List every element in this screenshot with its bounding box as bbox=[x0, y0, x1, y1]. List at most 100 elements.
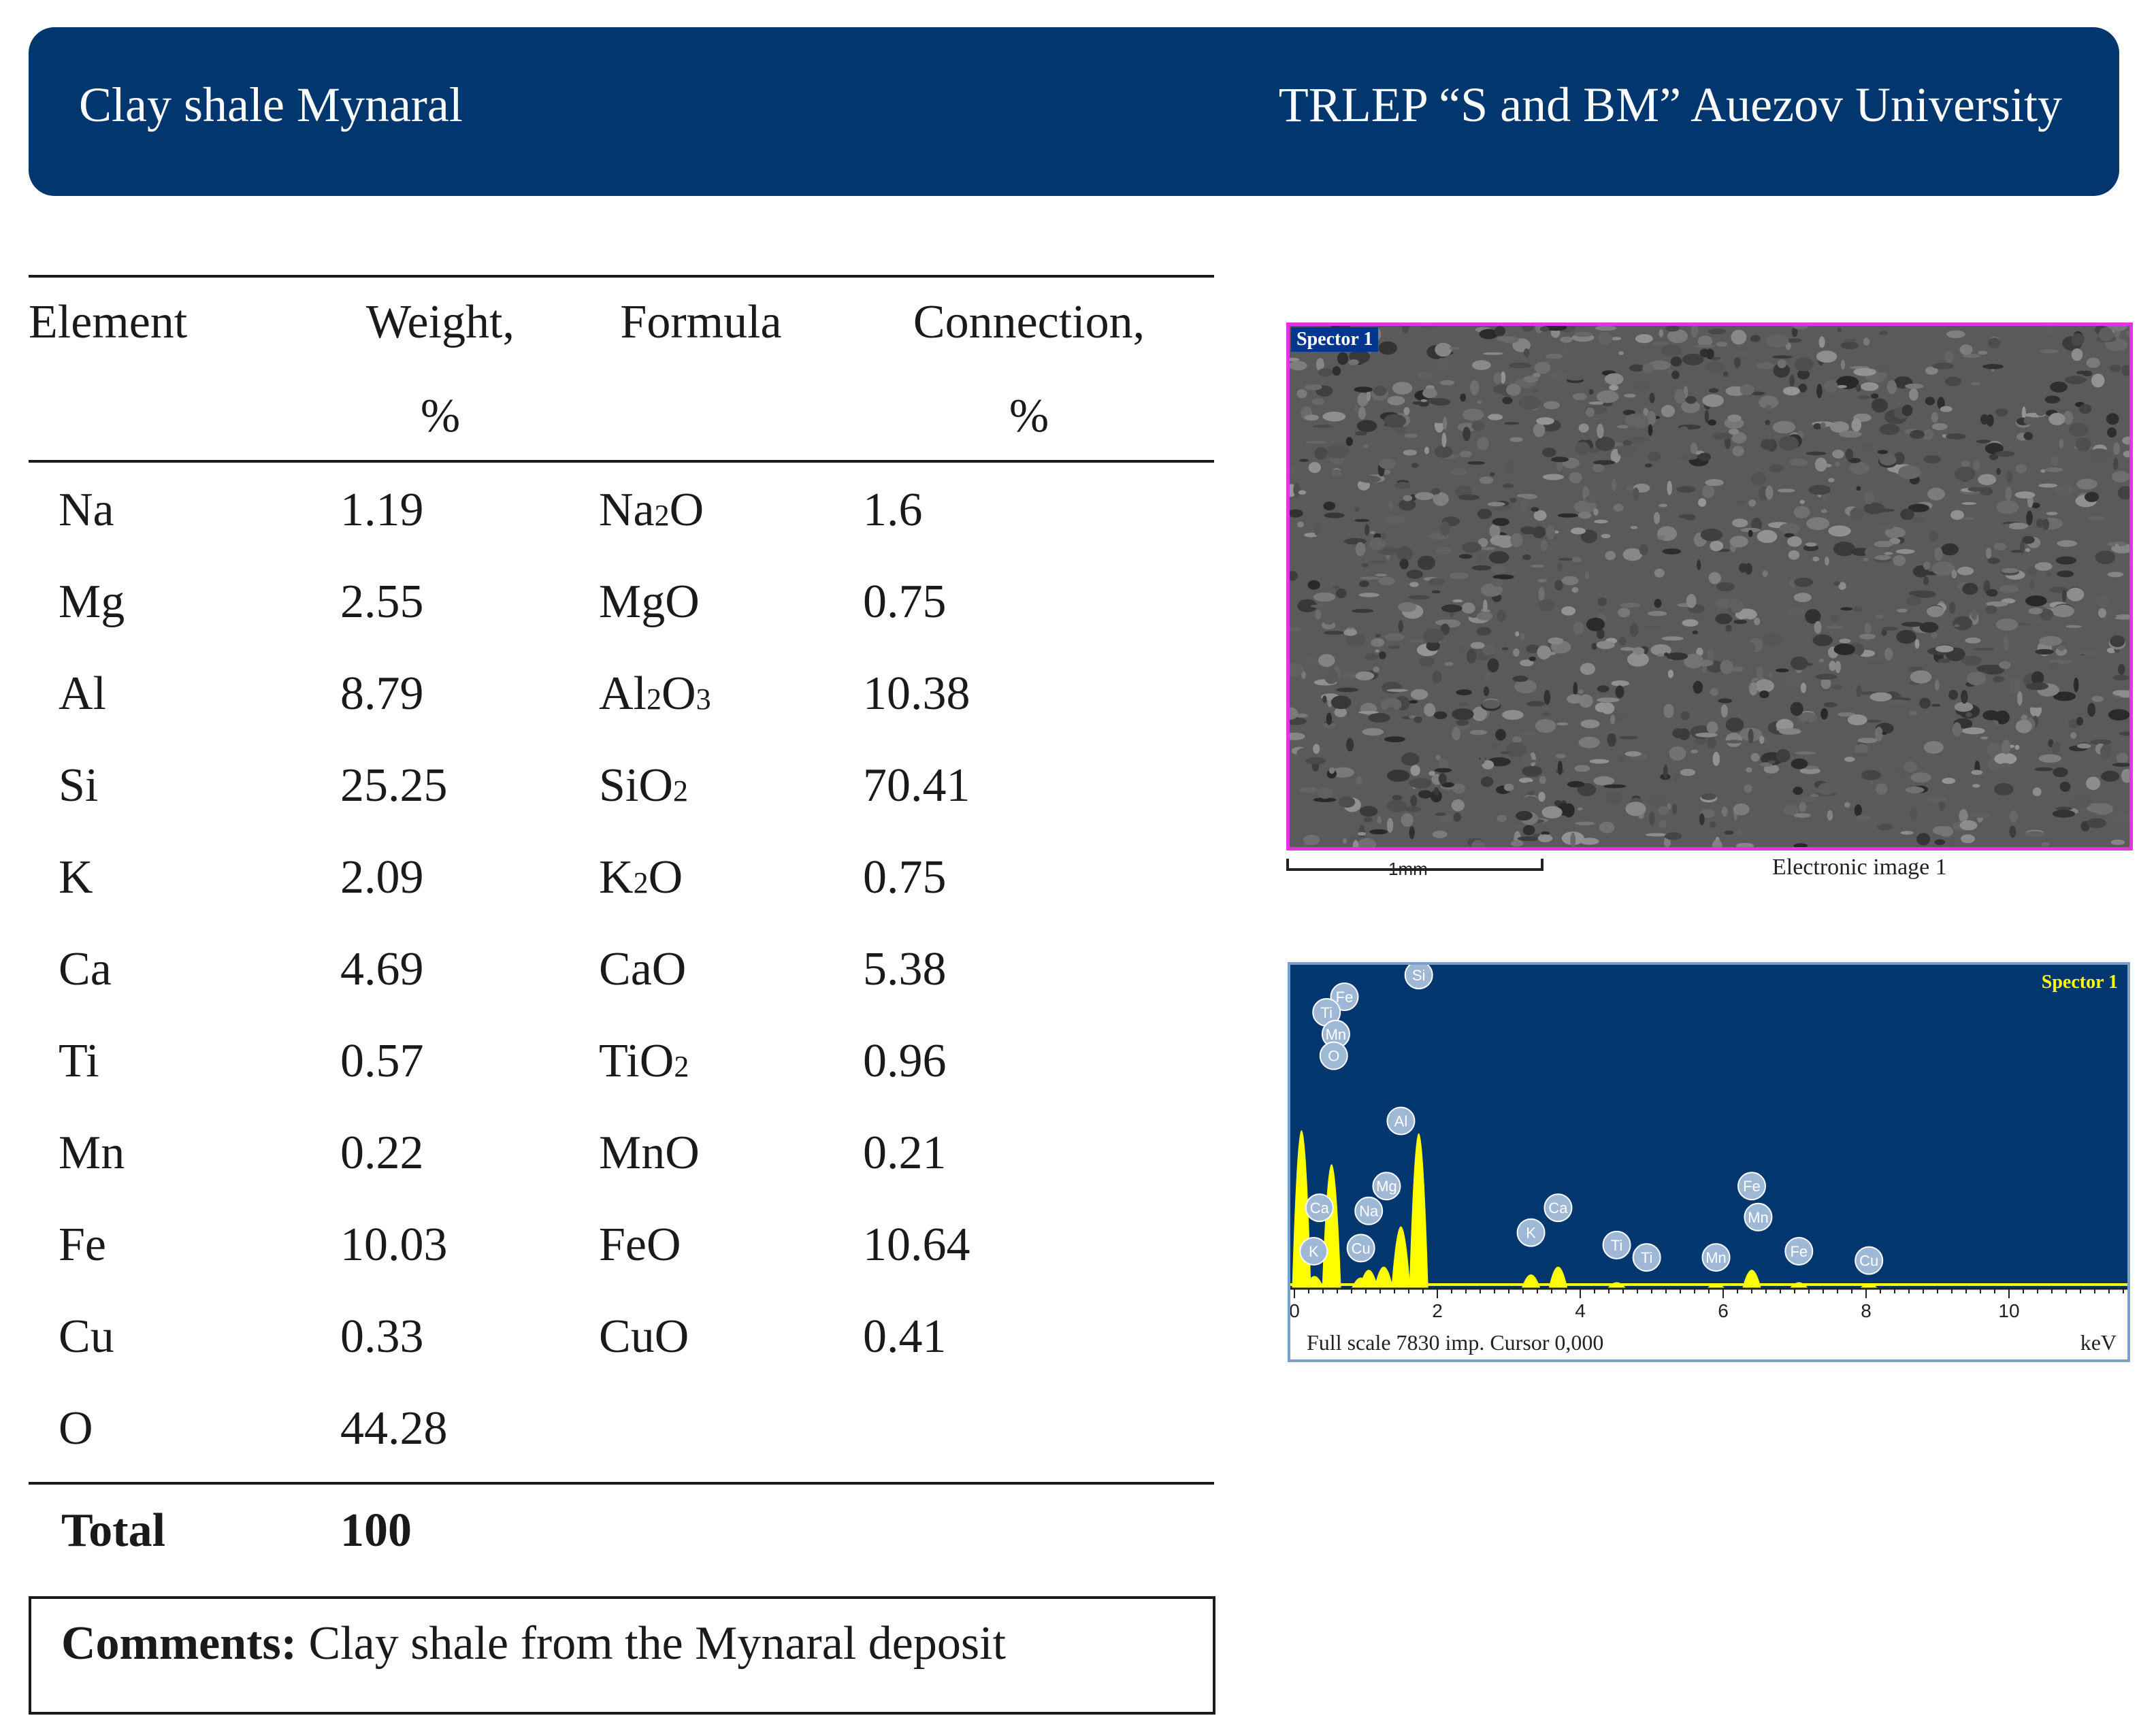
sem-grain bbox=[1931, 561, 1955, 576]
sem-grain bbox=[1409, 700, 1418, 704]
sem-grain bbox=[1567, 781, 1585, 788]
sem-grain bbox=[2077, 743, 2091, 749]
document-title: Clay shale Mynaral bbox=[79, 78, 463, 132]
sem-grain bbox=[1956, 745, 1967, 753]
sem-grain bbox=[1461, 602, 1475, 614]
sem-grain bbox=[1501, 647, 1509, 650]
sem-grain bbox=[1586, 407, 1595, 417]
sem-grain bbox=[1522, 765, 1543, 777]
sem-grain bbox=[1375, 634, 1382, 638]
sem-grain bbox=[1971, 610, 1978, 621]
sem-grain bbox=[2045, 467, 2063, 472]
sem-grain bbox=[1556, 461, 1563, 472]
sem-grain bbox=[1595, 326, 1617, 331]
sem-grain bbox=[2118, 663, 2125, 675]
sem-grain bbox=[1361, 563, 1369, 567]
sem-grain bbox=[1354, 506, 1360, 512]
total-label: Total bbox=[61, 1504, 166, 1557]
sem-grain bbox=[1607, 733, 1616, 747]
sem-grain bbox=[1477, 400, 1482, 404]
sem-grain bbox=[1386, 707, 1395, 712]
sem-grain bbox=[1379, 651, 1386, 659]
sem-grain bbox=[1569, 472, 1582, 484]
cell-weight: 44.28 bbox=[340, 1402, 448, 1455]
cell-weight: 8.79 bbox=[340, 667, 424, 720]
cell-connection: 70.41 bbox=[863, 759, 970, 812]
sem-grain bbox=[1503, 783, 1514, 791]
sem-grain bbox=[1458, 554, 1473, 559]
sem-grain bbox=[1733, 803, 1750, 816]
formula-subscript: 2 bbox=[654, 499, 670, 532]
sem-grain bbox=[2082, 370, 2092, 377]
sem-grain bbox=[1724, 830, 1734, 835]
sem-grain bbox=[1364, 816, 1373, 823]
sem-grain bbox=[1750, 753, 1760, 762]
sem-grain bbox=[2066, 587, 2085, 601]
header-weight: Weight, bbox=[366, 296, 514, 348]
cell-connection: 0.75 bbox=[863, 576, 947, 628]
sem-grain bbox=[1929, 531, 1939, 542]
sem-grain bbox=[2017, 691, 2023, 706]
sem-grain bbox=[1874, 555, 1891, 561]
sem-grain bbox=[1938, 658, 1950, 663]
sem-grain bbox=[1419, 657, 1435, 667]
sem-grain bbox=[1795, 751, 1816, 755]
sem-grain bbox=[1799, 802, 1807, 812]
sem-grain bbox=[2063, 410, 2074, 425]
sem-grain bbox=[1443, 416, 1448, 430]
sem-grain bbox=[1307, 580, 1320, 590]
sem-grain bbox=[1659, 503, 1667, 508]
sem-grain bbox=[2032, 787, 2042, 797]
sem-grain bbox=[1748, 729, 1754, 744]
sem-grain bbox=[1305, 440, 1327, 444]
sem-grain bbox=[1377, 816, 1382, 824]
cell-element: Ti bbox=[59, 1035, 99, 1087]
sem-grain bbox=[1649, 393, 1655, 403]
sem-grain bbox=[1396, 546, 1413, 561]
sem-grain bbox=[2014, 491, 2036, 499]
element-marker-label: Ca bbox=[1548, 1200, 1568, 1217]
sem-grain bbox=[1648, 611, 1667, 616]
sem-grain bbox=[1909, 389, 1918, 401]
element-marker bbox=[1516, 1218, 1546, 1247]
sem-grain bbox=[1387, 395, 1405, 406]
sem-grain bbox=[1671, 370, 1680, 380]
sem-grain bbox=[1512, 736, 1522, 743]
sem-grain bbox=[2040, 349, 2059, 354]
sem-grain bbox=[1573, 500, 1597, 513]
sem-grain bbox=[1806, 517, 1829, 530]
sem-grain bbox=[1318, 654, 1335, 667]
sem-grain bbox=[1931, 632, 1938, 638]
sem-grain bbox=[1452, 708, 1474, 721]
sem-grain bbox=[2034, 562, 2053, 571]
sem-grain bbox=[1919, 697, 1931, 709]
sem-grain bbox=[1482, 760, 1494, 770]
sem-grain bbox=[1985, 605, 1997, 614]
sem-grain bbox=[1857, 738, 1878, 744]
sem-grain bbox=[1761, 439, 1772, 450]
sem-grain bbox=[1366, 389, 1371, 402]
sem-grain bbox=[1430, 398, 1451, 406]
sem-grain bbox=[1386, 799, 1407, 812]
sem-grain bbox=[1342, 838, 1348, 844]
sem-grain bbox=[1308, 462, 1321, 474]
sem-grain bbox=[1624, 751, 1642, 757]
cell-formula: TiO2 bbox=[599, 1034, 689, 1089]
sem-grain bbox=[2059, 439, 2064, 448]
sem-grain bbox=[1554, 580, 1563, 591]
sem-grain bbox=[1698, 615, 1705, 621]
sem-grain bbox=[1417, 555, 1435, 570]
sem-grain bbox=[1665, 832, 1682, 840]
element-marker bbox=[1372, 1172, 1401, 1201]
sem-grain bbox=[1518, 395, 1541, 410]
sem-grain bbox=[1586, 617, 1605, 631]
sem-grain bbox=[1301, 671, 1306, 679]
sem-grain bbox=[1373, 385, 1387, 397]
sem-grain bbox=[1345, 633, 1366, 648]
sem-grain bbox=[1801, 797, 1817, 802]
sem-grain bbox=[1597, 597, 1607, 606]
sem-grain bbox=[1546, 525, 1555, 540]
sem-grain bbox=[1844, 338, 1856, 342]
sem-grain bbox=[1737, 350, 1750, 356]
sem-grain bbox=[1557, 513, 1579, 518]
